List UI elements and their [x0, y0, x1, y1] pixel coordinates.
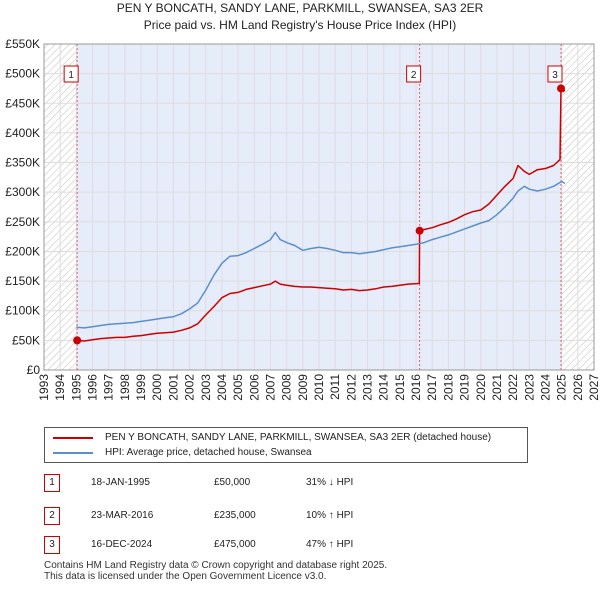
x-tick-label: 2018: [441, 374, 455, 401]
x-tick-label: 2023: [522, 374, 536, 401]
x-tick-label: 2003: [199, 374, 213, 401]
sale-badge: 3: [44, 536, 60, 554]
price-chart: 1 2 3 £0 £50K £100K £150K £200K £250K £300K £350K £…: [5, 37, 600, 401]
y-tick-label: £150K: [5, 274, 40, 288]
property-price-line: [77, 87, 566, 342]
x-tick-label: 1994: [53, 374, 67, 401]
x-tick-label: 2000: [150, 374, 164, 401]
sale-date: 16-DEC-2024: [91, 539, 153, 550]
chart-title: PEN Y BONCATH, SANDY LANE, PARKMILL, SWA…: [0, 0, 600, 34]
footer-line-1: Contains HM Land Registry data © Crown c…: [44, 560, 388, 571]
x-tick-label: 2004: [215, 374, 229, 401]
y-tick-label: £350K: [5, 156, 40, 170]
y-tick-label: £50K: [12, 333, 40, 347]
sale-number-label: 1: [68, 70, 74, 81]
sale-date: 18-JAN-1995: [91, 477, 150, 488]
x-tick-label: 2012: [344, 374, 358, 401]
sale-point: [415, 226, 424, 235]
sale-date: 23-MAR-2016: [91, 510, 154, 521]
hpi-line: [76, 180, 566, 329]
y-tick-label: £300K: [5, 185, 40, 199]
legend: PEN Y BONCATH, SANDY LANE, PARKMILL, SWA…: [44, 427, 528, 463]
legend-item-hpi: HPI: Average price, detached house, Swan…: [53, 446, 312, 460]
x-tick-label: 2010: [312, 374, 326, 401]
x-tick-label: 2025: [555, 374, 569, 401]
sale-number-box: [406, 65, 422, 83]
sale-badge: 1: [44, 474, 60, 492]
x-tick-label: 1997: [102, 374, 116, 401]
y-tick-label: £100K: [5, 304, 40, 318]
plot-border: [43, 43, 595, 371]
x-tick-label: 2015: [393, 374, 407, 401]
sale-hpi-change: 10% ↑ HPI: [306, 510, 354, 521]
x-tick-label: 1998: [118, 374, 132, 401]
y-tick-label: £450K: [5, 96, 40, 110]
y-tick-label: £500K: [5, 67, 40, 81]
title-line-1: PEN Y BONCATH, SANDY LANE, PARKMILL, SWA…: [116, 1, 484, 15]
x-tick-label: 2016: [409, 374, 423, 401]
x-tick-label: 2019: [458, 374, 472, 401]
y-tick-label: £400K: [5, 126, 40, 140]
x-tick-label: 2011: [328, 374, 342, 400]
y-tick-label: £550K: [5, 37, 40, 51]
sale-number-box: [63, 65, 79, 83]
legend-label-hpi: HPI: Average price, detached house, Swan…: [105, 447, 312, 458]
x-tick-label: 1995: [69, 374, 83, 401]
x-tick-label: 2008: [280, 374, 294, 401]
footer-notice: Contains HM Land Registry data © Crown c…: [44, 560, 387, 582]
x-tick-label: 1996: [86, 374, 100, 401]
sale-badge: 2: [44, 507, 60, 525]
x-tick-label: 2005: [231, 374, 245, 401]
x-tick-label: 1999: [134, 374, 148, 401]
x-tick-label: 2001: [166, 374, 180, 401]
x-tick-label: 2002: [183, 374, 197, 401]
x-tick-label: 2006: [247, 374, 261, 401]
x-tick-label: 2007: [263, 374, 277, 401]
sale-hpi-change: 47% ↑ HPI: [306, 539, 354, 550]
title-line-2: Price paid vs. HM Land Registry's House …: [143, 18, 457, 32]
sale-number-box: [547, 65, 563, 83]
sale-point: [557, 84, 565, 93]
x-tick-label: 2009: [296, 374, 310, 401]
y-tick-label: £200K: [5, 244, 40, 258]
y-tick-label: £250K: [5, 215, 40, 229]
x-tick-label: 2014: [377, 374, 391, 401]
x-tick-label: 2026: [571, 374, 585, 401]
sale-point: [73, 336, 82, 345]
legend-item-property: PEN Y BONCATH, SANDY LANE, PARKMILL, SWA…: [53, 431, 491, 445]
sale-price: £235,000: [214, 510, 256, 521]
sale-number-label: 3: [552, 70, 558, 81]
sale-price: £475,000: [214, 539, 256, 550]
x-tick-label: 2013: [361, 374, 375, 401]
sale-price: £50,000: [214, 477, 251, 488]
x-tick-label: 2027: [587, 374, 600, 401]
sale-hpi-change: 31% ↓ HPI: [306, 477, 354, 488]
legend-label-property: PEN Y BONCATH, SANDY LANE, PARKMILL, SWA…: [105, 432, 492, 443]
x-tick-label: 2021: [490, 374, 504, 401]
footer-line-2: This data is licensed under the Open Gov…: [44, 571, 327, 582]
x-tick-label: 2017: [425, 374, 439, 401]
legend-swatch-hpi: [53, 452, 93, 454]
y-tick-label: £0: [27, 363, 41, 377]
x-tick-label: 2024: [538, 374, 552, 401]
legend-swatch-property: [53, 437, 93, 439]
x-tick-label: 2020: [474, 374, 488, 401]
x-tick-label: 1993: [37, 374, 51, 401]
x-tick-label: 2022: [506, 374, 520, 401]
sale-number-label: 2: [411, 70, 417, 81]
